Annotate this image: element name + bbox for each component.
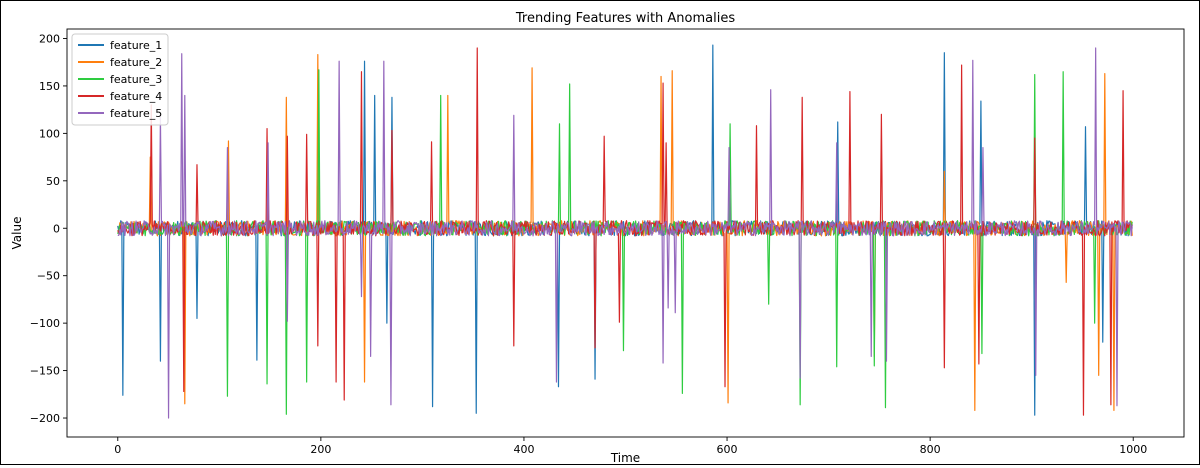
legend-box	[71, 33, 169, 126]
x-tick-label: 400	[513, 443, 534, 456]
legend-label-feature_2: feature_2	[110, 56, 162, 69]
y-tick-label: 100	[39, 127, 60, 140]
x-axis-label: Time	[610, 451, 640, 464]
chart-title: Trending Features with Anomalies	[515, 11, 735, 26]
y-tick-label: −150	[30, 365, 60, 378]
y-tick-label: 200	[39, 32, 60, 45]
y-tick-label: 0	[53, 222, 60, 235]
y-tick-label: 50	[46, 175, 60, 188]
x-tick-label: 1000	[1119, 443, 1147, 456]
plot-area-border	[66, 28, 1185, 438]
legend-label-feature_4: feature_4	[110, 90, 162, 103]
legend-label-feature_3: feature_3	[110, 73, 162, 86]
y-tick-label: −100	[30, 317, 60, 330]
y-tick-label: −200	[30, 412, 60, 425]
x-tick-label: 800	[920, 443, 941, 456]
x-tick-label: 600	[717, 443, 738, 456]
y-axis-label: Value	[10, 217, 24, 250]
y-tick-label: −50	[37, 270, 60, 283]
y-tick-label: 150	[39, 80, 60, 93]
series-line-feature_5	[117, 47, 1133, 419]
legend-label-feature_5: feature_5	[110, 107, 162, 120]
x-tick-label: 200	[310, 443, 331, 456]
x-tick-label: 0	[114, 443, 121, 456]
legend-label-feature_1: feature_1	[110, 39, 162, 52]
